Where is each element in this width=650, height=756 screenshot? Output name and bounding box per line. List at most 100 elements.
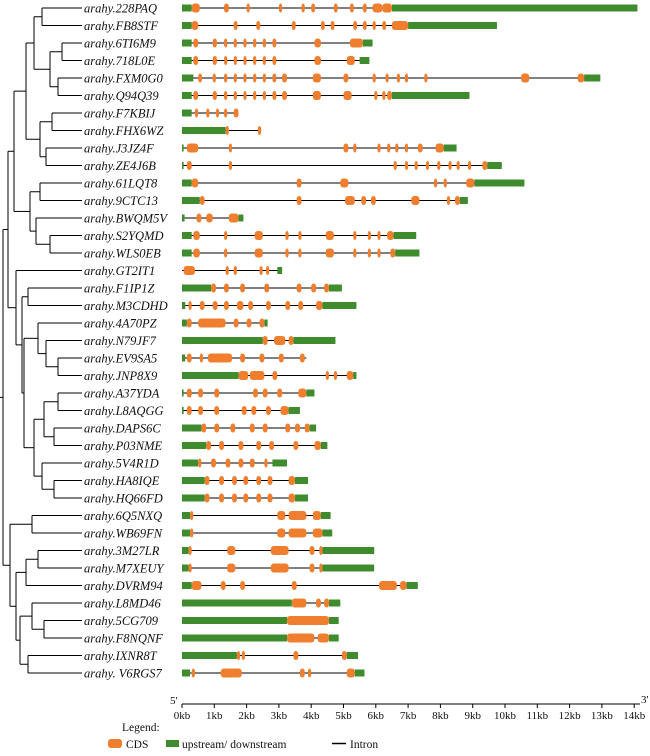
gene-structure <box>182 371 357 380</box>
cds-segment <box>277 388 283 398</box>
utr-segment <box>182 302 186 309</box>
cds-segment <box>298 301 304 310</box>
cds-segment <box>265 406 271 415</box>
cds-segment <box>277 511 286 520</box>
utr-segment <box>182 477 205 484</box>
cds-segment <box>253 73 257 83</box>
utr-segment <box>182 617 287 624</box>
cds-segment <box>241 406 247 415</box>
axis-tick-label: 10kb <box>494 710 517 722</box>
cds-segment <box>400 581 407 590</box>
cds-segment <box>299 353 305 363</box>
cds-segment <box>238 458 244 468</box>
cds-segment <box>316 598 321 608</box>
cds-segment <box>198 406 203 415</box>
cds-segment <box>190 528 194 538</box>
gene-structure <box>182 668 365 678</box>
cds-segment <box>267 493 273 503</box>
cds-segment <box>233 21 238 30</box>
cds-segment <box>225 266 229 275</box>
cds-segment <box>259 318 265 328</box>
cds-segment <box>199 353 203 363</box>
gene-structure <box>182 406 300 415</box>
axis-tick-label: 8kb <box>432 710 449 722</box>
cds-segment <box>264 458 268 468</box>
cds-segment <box>236 651 241 660</box>
cds-segment <box>291 598 307 608</box>
cds-segment <box>374 91 378 100</box>
cds-segment <box>333 371 338 380</box>
cds-segment <box>254 231 263 240</box>
cds-segment <box>233 318 239 328</box>
gene-label: arahy.6TI6M9 <box>84 37 157 51</box>
cds-segment <box>293 441 299 450</box>
cds-segment <box>186 388 192 398</box>
cds-segment <box>198 458 202 468</box>
cds-segment <box>204 493 210 503</box>
cds-segment <box>257 126 262 135</box>
utr-segment <box>182 319 187 327</box>
gene-label: arahy.5V4R1D <box>84 457 159 471</box>
cds-segment <box>353 21 358 30</box>
utr-segment <box>182 372 239 379</box>
legend: Legend: CDS upstream/ downstream Intron <box>108 722 378 751</box>
cds-segment <box>312 73 321 83</box>
cds-segment <box>253 38 257 48</box>
cds-segment <box>256 21 261 30</box>
utr-segment <box>182 424 202 432</box>
cds-segment <box>191 178 199 188</box>
cds-segment <box>353 248 357 258</box>
gene-structure <box>182 266 283 275</box>
gene-label: arahy.EV9SA5 <box>84 352 157 366</box>
cds-segment <box>387 143 391 153</box>
cds-segment <box>219 476 224 485</box>
gene-label: arahy.BWQM5V <box>84 212 168 226</box>
cds-segment <box>233 266 237 275</box>
cds-segment <box>382 91 386 100</box>
cds-segment <box>345 196 355 205</box>
cds-segment <box>228 161 233 170</box>
gene-label: arahy.A37YDA <box>84 387 160 401</box>
cds-segment <box>243 56 247 65</box>
utr-segment <box>320 442 328 449</box>
cds-segment <box>272 73 277 83</box>
cds-segment <box>233 73 237 83</box>
kb-axis: 5' 3' 0kb 1kb 2kb 3kb 4kb 5kb 6kb 7kb 8kb 9kb 10kb… <box>170 694 649 722</box>
utr-segment <box>295 494 308 502</box>
cds-segment <box>309 563 315 573</box>
cds-segment <box>186 353 192 363</box>
cds-segment <box>377 231 381 240</box>
cds-segment <box>188 546 192 555</box>
gene-label: arahy.3M27LR <box>84 544 160 558</box>
cds-segment <box>346 668 355 678</box>
cds-segment <box>296 196 302 205</box>
gene-structure <box>182 178 525 188</box>
cds-segment <box>204 476 210 485</box>
cds-segment <box>223 283 229 293</box>
legend-cds-swatch <box>108 739 122 748</box>
legend-cds-label: CDS <box>126 739 148 751</box>
gene-structure <box>182 318 268 328</box>
cds-segment <box>262 56 266 65</box>
utr-segment <box>328 284 342 292</box>
cds-segment <box>330 21 335 30</box>
gene-structure <box>182 283 342 293</box>
gene-structure <box>182 231 417 240</box>
gene-structure <box>182 563 375 573</box>
cds-segment <box>285 248 289 258</box>
gene-label: arahy.M3CDHD <box>84 299 168 313</box>
phylogenetic-tree <box>0 7 82 674</box>
cds-segment <box>186 143 199 153</box>
cds-segment <box>190 511 194 520</box>
gene-structure <box>182 476 308 485</box>
cds-segment <box>191 581 202 590</box>
gene-structure <box>182 196 468 205</box>
gene-structure <box>182 493 308 503</box>
cds-segment <box>316 301 323 310</box>
cds-segment <box>223 3 229 13</box>
gene-structure <box>182 528 333 538</box>
gene-label: arahy.HQ66FD <box>84 492 163 506</box>
cds-segment <box>404 73 409 83</box>
utr-segment <box>182 547 189 554</box>
cds-segment <box>201 423 207 433</box>
